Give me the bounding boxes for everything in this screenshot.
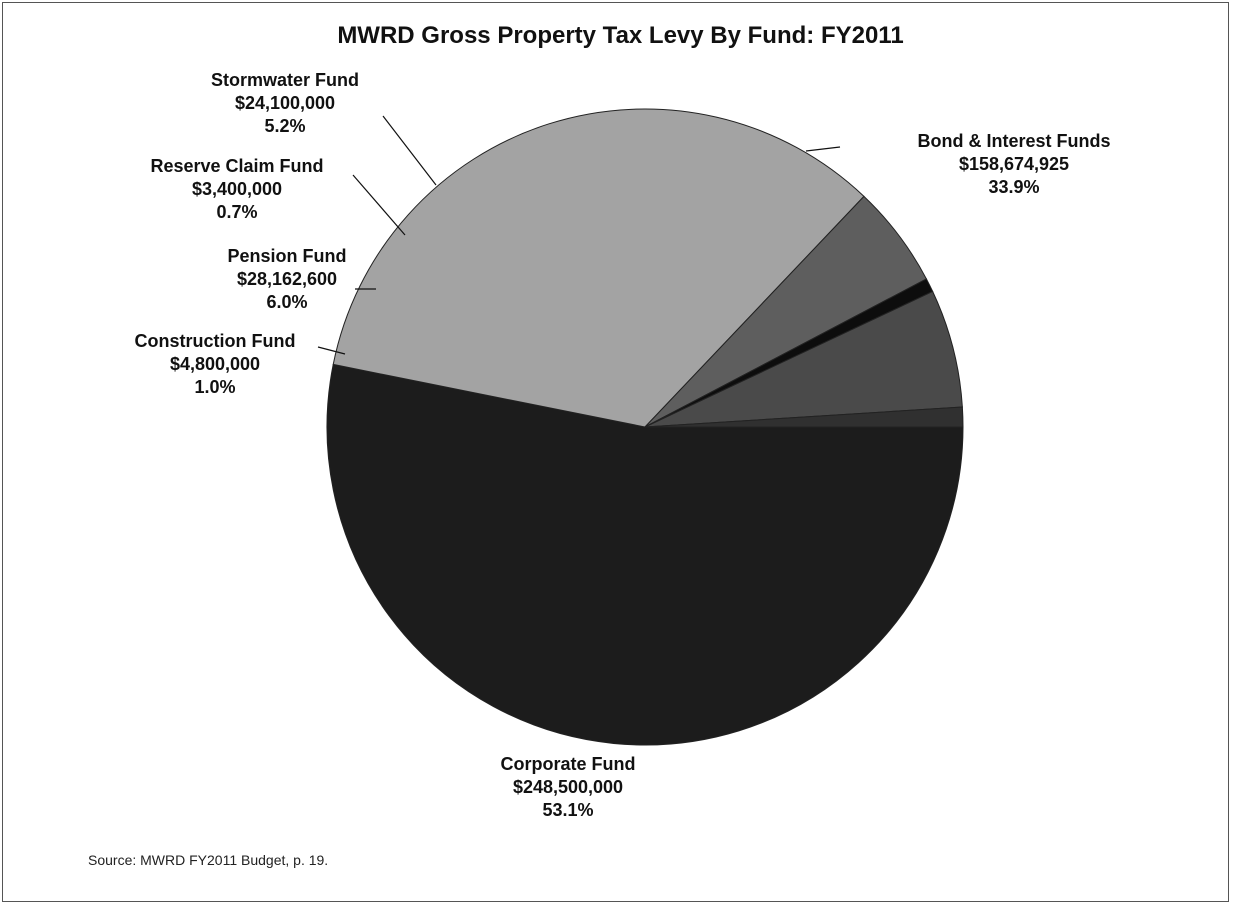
leader-line-bond-and-interest-funds xyxy=(805,146,841,152)
source-note: Source: MWRD FY2011 Budget, p. 19. xyxy=(88,852,329,868)
pie-slice-pension-fund xyxy=(644,290,963,428)
slice-label-construction-fund: Construction Fund $4,800,000 1.0% xyxy=(135,331,296,397)
chart-title: MWRD Gross Property Tax Levy By Fund: FY… xyxy=(337,22,904,49)
leader-line-construction-fund xyxy=(317,346,346,355)
leader-line-stormwater-fund xyxy=(382,115,437,186)
pie-slice-corporate-fund xyxy=(326,363,964,746)
pie-slice-construction-fund xyxy=(644,406,964,428)
pie-slice-bond-and-interest-funds xyxy=(332,108,865,428)
slice-label-stormwater-fund: Stormwater Fund $24,100,000 5.2% xyxy=(211,70,359,136)
slice-label-reserve-claim-fund: Reserve Claim Fund $3,400,000 0.7% xyxy=(150,156,323,222)
leader-line-reserve-claim-fund xyxy=(352,174,406,236)
slice-label-bond-and-interest-funds: Bond & Interest Funds $158,674,925 33.9% xyxy=(918,131,1111,197)
slice-label-corporate-fund: Corporate Fund $248,500,000 53.1% xyxy=(501,754,636,820)
slice-label-pension-fund: Pension Fund $28,162,600 6.0% xyxy=(228,246,347,312)
